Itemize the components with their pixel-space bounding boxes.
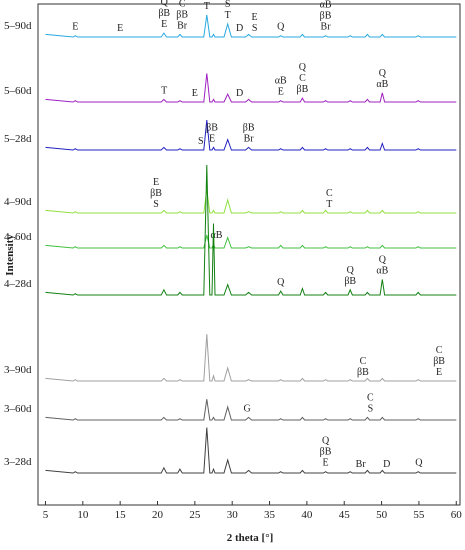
peak-annotation: C xyxy=(436,345,443,356)
series-label: 5–28d xyxy=(4,133,32,145)
x-tick-label: 50 xyxy=(376,509,388,521)
xrd-trace xyxy=(45,399,457,421)
peak-annotation: E xyxy=(278,87,284,98)
xrd-trace xyxy=(45,120,457,151)
peak-annotation: E xyxy=(209,133,215,144)
peak-annotation: D xyxy=(383,459,390,470)
xrd-trace xyxy=(45,427,457,474)
peak-annotation: E xyxy=(153,177,159,188)
peak-annotation: βB xyxy=(158,8,170,19)
peak-annotation: T xyxy=(326,199,332,210)
peak-annotation: C xyxy=(326,188,333,199)
peak-annotation: S xyxy=(225,0,231,10)
x-tick-label: 10 xyxy=(77,509,89,521)
x-tick-label: 20 xyxy=(152,509,164,521)
peak-annotation: S xyxy=(368,403,374,414)
peak-annotation: Br xyxy=(356,459,367,470)
series-label: 4–90d xyxy=(4,196,32,208)
peak-annotation: E xyxy=(323,458,329,469)
peak-annotation: Q xyxy=(322,436,330,447)
peak-annotation: G xyxy=(244,403,251,414)
peak-annotation: Q xyxy=(299,62,307,73)
x-tick-label: 25 xyxy=(189,509,201,521)
x-tick-label: 45 xyxy=(339,509,351,521)
peak-annotation: αB xyxy=(275,76,287,87)
peak-annotation: βB xyxy=(433,356,445,367)
x-tick-label: 60 xyxy=(451,509,463,521)
peak-annotation: S xyxy=(153,199,159,210)
peak-annotation: Br xyxy=(244,133,255,144)
peak-annotation: Q xyxy=(379,68,387,79)
y-axis-label: Intensity xyxy=(4,234,16,276)
xrd-trace xyxy=(45,189,457,214)
peak-annotation: E xyxy=(436,367,442,378)
peak-annotation: E xyxy=(252,12,258,23)
peak-annotation: βB xyxy=(243,122,255,133)
x-tick-label: 55 xyxy=(413,509,425,521)
peak-annotation: Br xyxy=(321,22,332,33)
xrd-trace xyxy=(45,334,457,382)
peak-annotation: αB xyxy=(211,230,223,241)
xrd-trace xyxy=(45,234,457,249)
series-label: 4–28d xyxy=(4,278,32,290)
x-tick-label: 35 xyxy=(264,509,276,521)
peak-annotation: Q xyxy=(277,22,285,33)
peak-annotation: T xyxy=(225,10,231,21)
peak-annotation: αB xyxy=(376,265,388,276)
peak-annotation: T xyxy=(204,1,210,12)
x-tick-label: 40 xyxy=(301,509,313,521)
x-tick-label: 30 xyxy=(227,509,239,521)
series-label: 5–90d xyxy=(4,20,32,32)
peak-annotation: Q xyxy=(415,458,423,469)
peak-annotation: E xyxy=(192,88,198,99)
series-label: 4–60d xyxy=(4,231,32,243)
peak-annotation: βB xyxy=(320,447,332,458)
peak-annotation: D xyxy=(236,23,243,34)
peak-annotation: Q xyxy=(203,0,211,1)
peak-annotation: Br xyxy=(177,20,188,31)
x-axis-label: 2 theta [°] xyxy=(227,532,274,544)
peak-annotation: T xyxy=(161,85,167,96)
peak-annotation: αB xyxy=(320,0,332,11)
peak-annotation: βB xyxy=(150,188,162,199)
peak-annotation: E xyxy=(72,22,78,33)
peak-annotation: Q xyxy=(161,0,169,8)
plot-frame xyxy=(37,3,461,506)
peak-annotation: Q xyxy=(347,265,355,276)
peak-annotation: Q xyxy=(277,277,285,288)
xrd-trace xyxy=(45,73,457,103)
peak-annotation: βB xyxy=(357,367,369,378)
peak-annotation: βB xyxy=(206,122,218,133)
peak-annotation: βB xyxy=(344,276,356,287)
xrd-trace xyxy=(45,164,457,296)
x-tick-label: 5 xyxy=(43,509,49,521)
series-label: 5–60d xyxy=(4,85,32,97)
x-tick-label: 15 xyxy=(115,509,127,521)
peak-annotation: C xyxy=(360,356,367,367)
peak-annotation: E xyxy=(117,23,123,34)
peak-annotation: C xyxy=(299,73,306,84)
peak-annotation: E xyxy=(161,19,167,30)
series-label: 3–60d xyxy=(4,403,32,415)
peak-annotation: C xyxy=(179,0,186,9)
peak-annotation: S xyxy=(252,23,258,34)
peak-annotation: βB xyxy=(297,84,309,95)
xrd-trace xyxy=(45,14,457,38)
peak-annotation: Q xyxy=(379,254,387,265)
peak-annotation: βB xyxy=(176,9,188,20)
peak-annotation: αB xyxy=(376,79,388,90)
peak-annotation: D xyxy=(236,88,243,99)
series-label: 3–28d xyxy=(4,456,32,468)
peak-annotation: S xyxy=(198,136,204,147)
peak-annotation: βB xyxy=(320,11,332,22)
peak-annotation: C xyxy=(367,392,374,403)
series-label: 3–90d xyxy=(4,364,32,376)
